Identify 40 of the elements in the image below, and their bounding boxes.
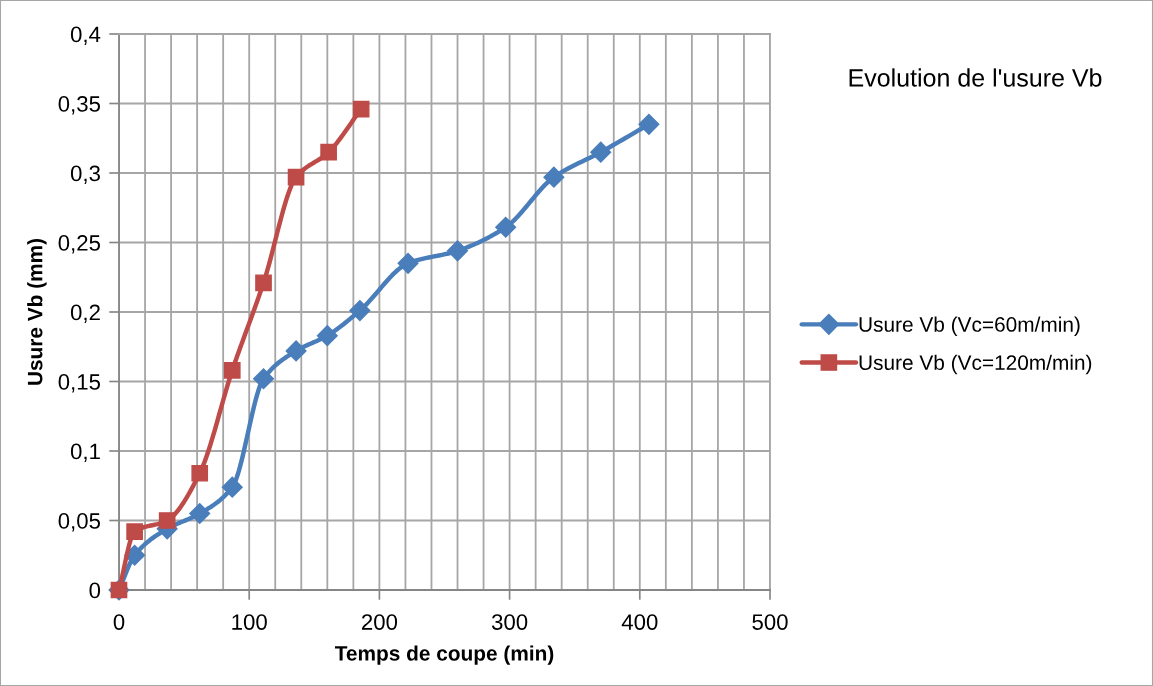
point [221, 476, 243, 498]
x-tick-label: 200 [361, 614, 398, 630]
point [543, 166, 565, 188]
x-tick-label: 500 [752, 614, 788, 630]
point [285, 340, 307, 362]
y-tick-label: 0,15 [58, 374, 101, 393]
y-tick-label: 0,35 [58, 96, 101, 115]
text: Evolution de l'usure Vb [849, 68, 1102, 87]
point [590, 141, 612, 163]
point [253, 368, 275, 390]
y-tick-label: 0,3 [70, 165, 100, 184]
point [287, 168, 305, 186]
point [349, 300, 371, 322]
point [191, 464, 209, 482]
y-axis-title: Usure Vb (mm) [27, 238, 47, 385]
y-tick-label: 0,25 [58, 235, 101, 254]
legend-label: Usure Vb (Vc=60m/min) [859, 316, 1080, 336]
point [158, 512, 176, 529]
point [189, 503, 211, 525]
x-tick-label: 0 [113, 614, 125, 630]
point [255, 274, 272, 292]
point [352, 100, 370, 118]
x-tick-label: 300 [491, 614, 528, 630]
point [316, 325, 338, 347]
y-tick-label: 0 [89, 582, 101, 599]
point [447, 240, 469, 262]
x-tick-label: 100 [232, 614, 267, 630]
point [126, 523, 143, 540]
y-tick-label: 0,2 [70, 304, 100, 323]
y-tick-label: 0,4 [70, 26, 101, 45]
point [223, 362, 241, 379]
y-tick-label: 0,1 [70, 443, 100, 462]
legend-label: Usure Vb (Vc=120m/min) [859, 354, 1092, 375]
point [495, 216, 517, 238]
x-axis-title: Temps de coupe (min) [334, 645, 554, 665]
y-tick-label: 0,05 [58, 513, 101, 532]
point [397, 252, 419, 274]
x-tick-label: 400 [621, 614, 658, 630]
point [320, 143, 337, 161]
point [638, 113, 660, 135]
